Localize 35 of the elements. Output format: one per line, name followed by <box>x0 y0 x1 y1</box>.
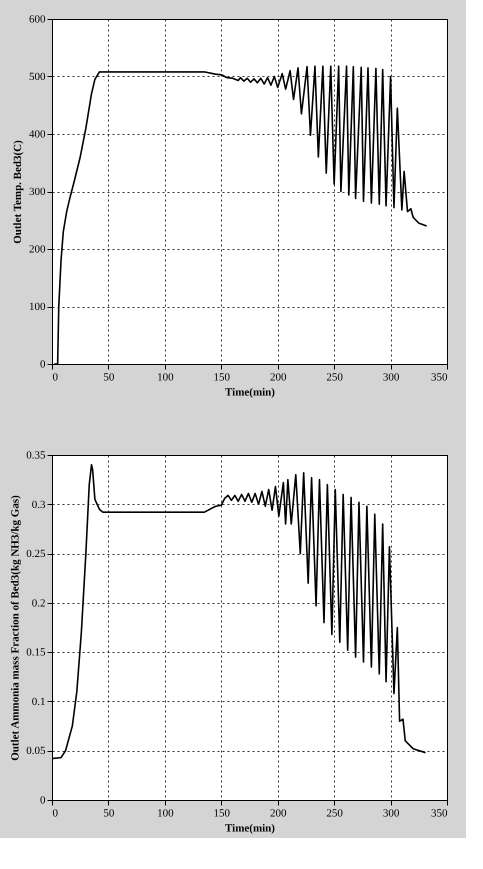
x-axis-title: Time(min) <box>225 822 276 834</box>
x-tick-label: 150 <box>214 808 231 820</box>
x-tick-label: 350 <box>431 372 448 384</box>
y-tick-label: 0.2 <box>32 597 46 610</box>
y-tick-label: 0.15 <box>26 646 46 659</box>
x-tick-label: 0 <box>52 808 58 820</box>
x-tick-label: 100 <box>157 372 174 384</box>
y-axis-title: Outlet Ammonia mass Fraction of Bed3(kg NH3/kg Gas) <box>9 494 22 761</box>
x-tick-label: 0 <box>52 372 58 384</box>
y-tick-label: 500 <box>29 71 46 83</box>
x-tick-label: 250 <box>326 372 344 384</box>
y-tick-label: 0.1 <box>32 696 46 708</box>
y-axis-title: Outlet Temp. Bed3(C) <box>12 140 24 244</box>
y-tick-label: 0 <box>40 794 46 806</box>
y-tick-label: 0.35 <box>26 450 46 462</box>
y-tick-label: 400 <box>29 128 46 140</box>
y-tick-label: 0.3 <box>32 498 46 511</box>
y-tick-label: 100 <box>29 301 46 313</box>
y-tick-label: 600 <box>29 14 46 26</box>
x-tick-label: 250 <box>326 808 344 820</box>
x-tick-label: 300 <box>382 808 400 820</box>
x-tick-label: 300 <box>382 372 400 384</box>
x-tick-label: 150 <box>214 372 231 384</box>
y-tick-label: 200 <box>29 244 46 256</box>
x-tick-label: 100 <box>157 808 174 820</box>
y-tick-label: 300 <box>29 186 46 198</box>
x-tick-label: 350 <box>431 808 448 820</box>
x-axis-title: Time(min) <box>225 386 276 398</box>
x-tick-label: 50 <box>103 372 115 384</box>
y-tick-label: 0.25 <box>26 548 46 560</box>
x-tick-label: 50 <box>103 808 115 820</box>
y-tick-label: 0 <box>40 358 46 370</box>
x-tick-label: 200 <box>270 808 287 820</box>
x-tick-label: 200 <box>270 372 287 384</box>
y-tick-label: 0.05 <box>26 745 46 758</box>
